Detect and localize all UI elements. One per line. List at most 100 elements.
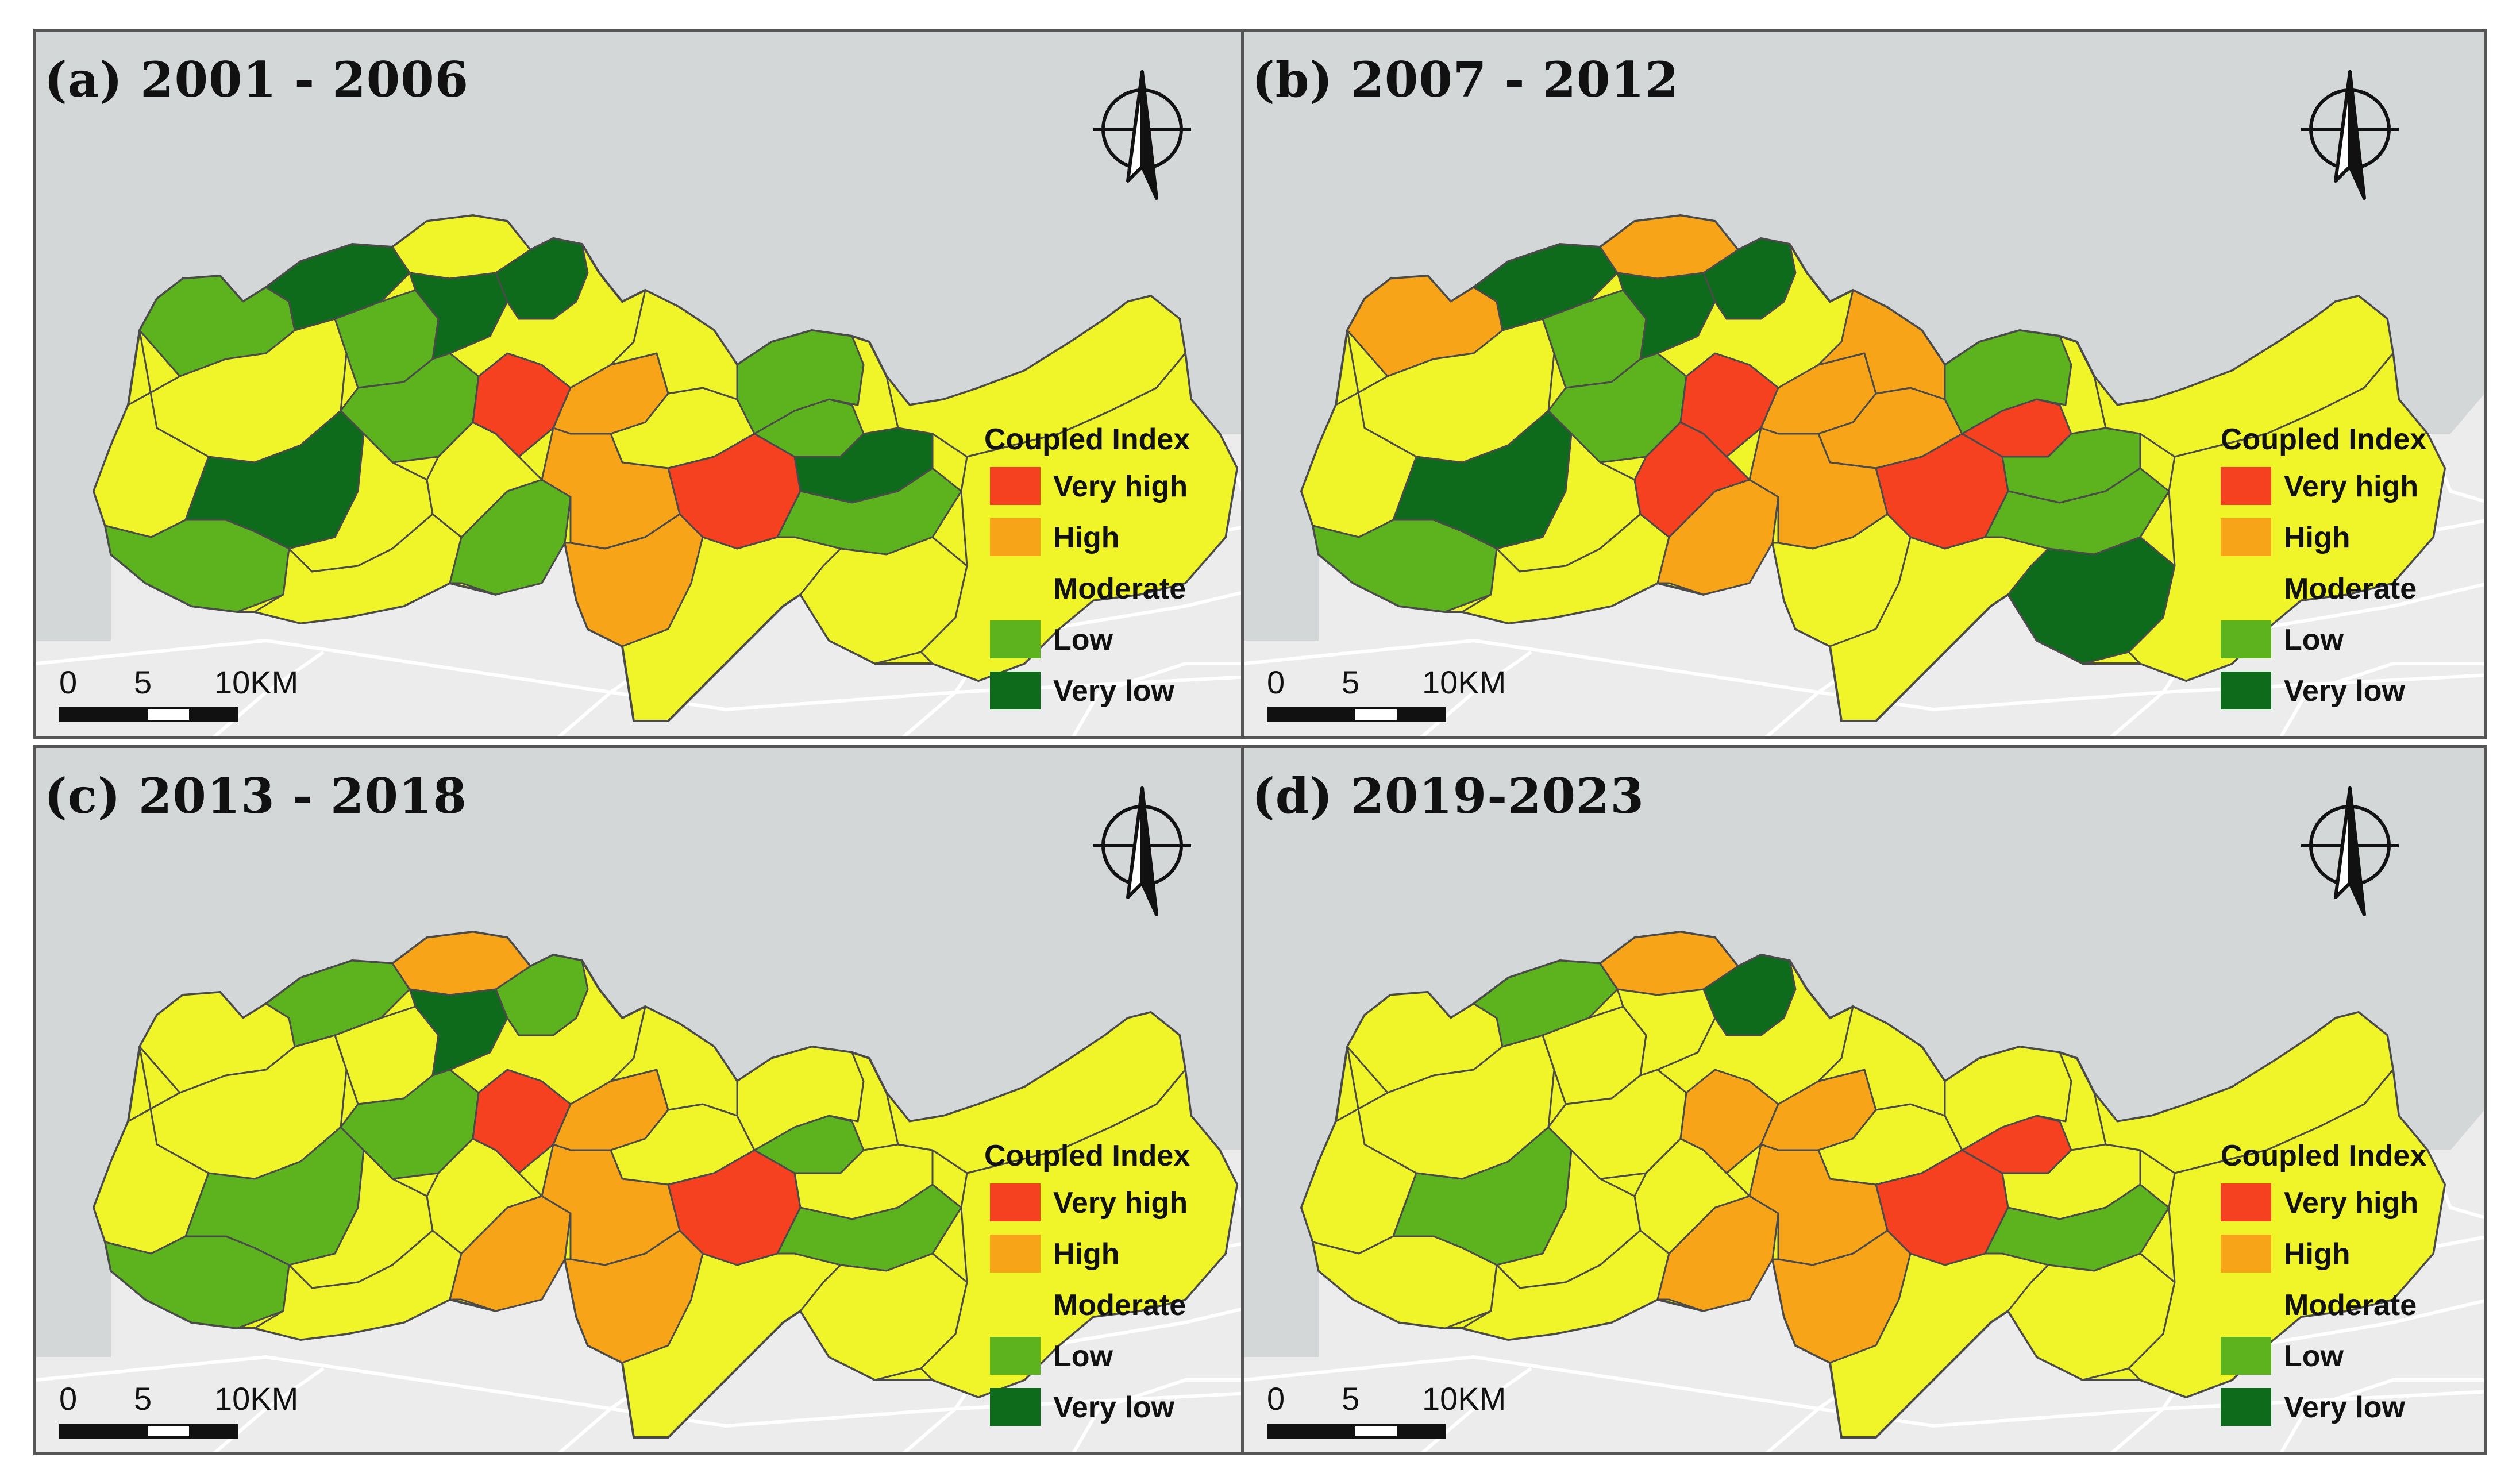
panel-title: (a) 2001 - 2006 xyxy=(44,51,469,108)
district-region xyxy=(1771,513,1912,647)
district-region xyxy=(736,1046,865,1151)
legend-swatch xyxy=(2221,1235,2271,1273)
legend-item-high: High xyxy=(990,1235,1231,1273)
north-arrow-icon xyxy=(2295,782,2410,920)
scale-tick-label: 5 xyxy=(1342,664,1360,700)
legend-swatch xyxy=(990,672,1041,709)
map-legend: Coupled Index Very high High Moderate Low Ver… xyxy=(2221,422,2462,721)
legend-swatch xyxy=(2221,518,2271,556)
legend-swatch xyxy=(990,467,1041,505)
legend-label: Very low xyxy=(2284,674,2405,708)
legend-title: Coupled Index xyxy=(984,1139,1190,1173)
legend-label: Moderate xyxy=(1053,1289,1186,1322)
map-canvas xyxy=(36,748,1276,1452)
legend-label: Low xyxy=(1053,623,1113,657)
map-panel-d: (d) 2019-2023 Coupled Index Very high High M… xyxy=(1241,745,2487,1455)
legend-item-veryhigh: Very high xyxy=(2221,1183,2462,1221)
district-region xyxy=(2128,1069,2446,1398)
district-region xyxy=(1944,1046,2072,1151)
map-canvas xyxy=(1244,748,2484,1452)
legend-label: Moderate xyxy=(2284,1289,2417,1322)
legend-swatch xyxy=(990,620,1041,658)
map-panel-a: (a) 2001 - 2006 Coupled Index Very high Hig… xyxy=(33,29,1279,739)
legend-title: Coupled Index xyxy=(2221,1139,2427,1173)
district-region xyxy=(265,959,411,1048)
scale-tick-label: 0 xyxy=(59,1381,78,1417)
scale-bar: 0 5 10KM xyxy=(59,1380,298,1449)
road-line xyxy=(1072,1378,1276,1452)
panel-title: (d) 2019-2023 xyxy=(1252,768,1644,824)
scale-tick-label: 10KM xyxy=(1422,664,1506,700)
sea-area xyxy=(1244,748,2484,1357)
panel-title: (b) 2007 - 2012 xyxy=(1252,51,1679,108)
legend-swatch xyxy=(990,1235,1041,1273)
district-region xyxy=(409,272,508,360)
sea-area xyxy=(36,32,1276,641)
legend-item-high: High xyxy=(2221,518,2462,556)
district-region xyxy=(265,243,411,331)
legend-item-verylow: Very low xyxy=(2221,1388,2462,1426)
scale-tick-label: 10KM xyxy=(1422,1381,1506,1417)
scale-bar: 0 5 10KM xyxy=(1267,1380,1506,1449)
map-legend: Coupled Index Very high High Moderate Low Ver… xyxy=(984,1139,1231,1437)
road-line xyxy=(213,1367,325,1452)
legend-label: Very low xyxy=(2284,1391,2405,1424)
road-line xyxy=(213,650,325,736)
map-legend: Coupled Index Very high High Moderate Low Ver… xyxy=(2221,1139,2462,1437)
legend-swatch xyxy=(2221,620,2271,658)
map-panel-c: (c) 2013 - 2018 Coupled Index Very high Hig… xyxy=(33,745,1279,1455)
north-arrow-icon xyxy=(1088,782,1203,920)
district-region xyxy=(1473,243,1619,331)
scale-tick-label: 10KM xyxy=(214,664,299,700)
district-region xyxy=(495,237,589,320)
legend-swatch xyxy=(2221,1286,2271,1324)
legend-item-high: High xyxy=(990,518,1231,556)
road-line xyxy=(1420,650,1532,736)
district-region xyxy=(541,1143,681,1266)
legend-label: High xyxy=(1053,521,1120,554)
legend-item-verylow: Very low xyxy=(990,672,1231,709)
scale-tick-label: 10KM xyxy=(214,1381,299,1417)
legend-item-low: Low xyxy=(990,1337,1231,1375)
road-line xyxy=(2279,1378,2484,1452)
map-panel-b: (b) 2007 - 2012 Coupled Index Very high Hig… xyxy=(1241,29,2487,739)
legend-item-veryhigh: Very high xyxy=(2221,467,2462,505)
legend-label: Very high xyxy=(1053,1186,1188,1220)
legend-label: Moderate xyxy=(2284,572,2417,606)
legend-label: High xyxy=(1053,1237,1120,1271)
legend-swatch xyxy=(990,569,1041,607)
map-canvas xyxy=(1244,32,2484,736)
legend-label: Very low xyxy=(1053,1391,1174,1424)
scale-tick-label: 0 xyxy=(1267,1381,1285,1417)
district-region xyxy=(564,1229,704,1364)
panel-title: (c) 2013 - 2018 xyxy=(44,768,467,824)
legend-item-verylow: Very low xyxy=(990,1388,1231,1426)
map-canvas xyxy=(36,32,1276,736)
legend-item-verylow: Very low xyxy=(2221,672,2462,709)
sea-area xyxy=(36,748,1276,1357)
district-region xyxy=(1702,237,1797,320)
legend-swatch xyxy=(990,1286,1041,1324)
scale-bar: 0 5 10KM xyxy=(59,664,298,732)
legend-label: High xyxy=(2284,1237,2351,1271)
legend-label: Low xyxy=(1053,1340,1113,1373)
district-region xyxy=(409,988,508,1077)
district-region xyxy=(1771,1229,1912,1364)
legend-item-high: High xyxy=(2221,1235,2462,1273)
road-line xyxy=(1420,1367,1532,1452)
road-line xyxy=(2279,662,2484,736)
district-region xyxy=(495,954,589,1036)
scale-bar-graphic xyxy=(59,707,238,722)
scale-bar-graphic xyxy=(1267,1424,1446,1439)
legend-label: Very high xyxy=(1053,470,1188,503)
legend-item-moderate: Moderate xyxy=(990,569,1231,607)
legend-swatch xyxy=(2221,1183,2271,1221)
legend-swatch xyxy=(2221,569,2271,607)
scale-tick-label: 0 xyxy=(59,664,78,700)
scale-tick-label: 0 xyxy=(1267,664,1285,700)
sea-area xyxy=(1244,32,2484,641)
district-region xyxy=(1748,1143,1889,1266)
district-region xyxy=(736,329,865,435)
legend-label: Low xyxy=(2284,623,2344,657)
legend-item-moderate: Moderate xyxy=(2221,1286,2462,1324)
